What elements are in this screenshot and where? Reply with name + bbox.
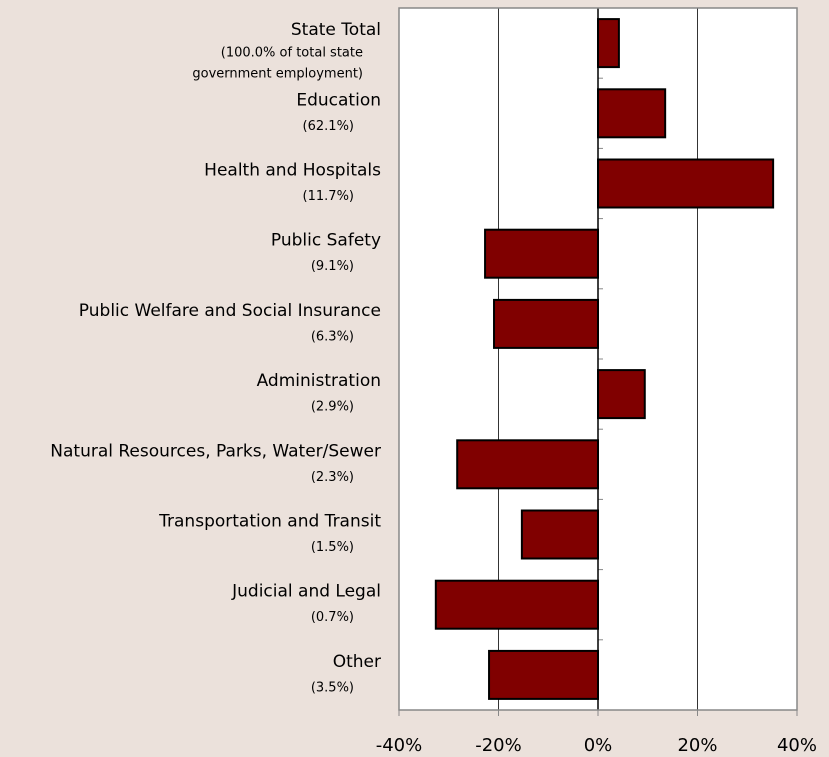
bar — [520, 509, 600, 560]
category-note: (0.7%) — [311, 610, 354, 625]
category-label: Education — [296, 90, 381, 110]
category-note: (62.1%) — [303, 119, 354, 134]
category-note: (2.9%) — [311, 400, 354, 415]
bar — [488, 649, 599, 700]
category-note: government employment) — [192, 67, 363, 82]
category-label: State Total — [291, 20, 381, 40]
bar — [597, 18, 620, 69]
category-note: (9.1%) — [311, 259, 354, 274]
category-label: Judicial and Legal — [231, 582, 381, 602]
bar — [484, 228, 600, 279]
category-note: (6.3%) — [311, 329, 354, 344]
category-label: Administration — [257, 371, 381, 391]
x-tick-label: -20% — [475, 735, 522, 756]
bar — [597, 369, 646, 420]
x-tick-label: 0% — [584, 735, 613, 756]
category-note: (2.3%) — [311, 470, 354, 485]
bar — [456, 439, 599, 490]
category-note: (100.0% of total state — [221, 46, 363, 61]
category-label: Other — [333, 652, 381, 672]
category-note: (11.7%) — [303, 189, 354, 204]
category-label: Transportation and Transit — [158, 512, 381, 532]
bar — [597, 158, 775, 209]
category-label: Health and Hospitals — [204, 161, 381, 181]
bar — [434, 579, 599, 630]
plot-border — [398, 7, 798, 711]
category-label: Public Welfare and Social Insurance — [79, 301, 381, 321]
bar — [493, 298, 599, 349]
category-note: (3.5%) — [311, 680, 354, 695]
category-label: Natural Resources, Parks, Water/Sewer — [50, 441, 381, 461]
x-tick-label: 20% — [677, 735, 717, 756]
x-tick-label: 40% — [777, 735, 817, 756]
category-label: Public Safety — [271, 231, 381, 251]
category-note: (1.5%) — [311, 540, 354, 555]
bar — [597, 88, 667, 139]
x-tick-label: -40% — [376, 735, 423, 756]
